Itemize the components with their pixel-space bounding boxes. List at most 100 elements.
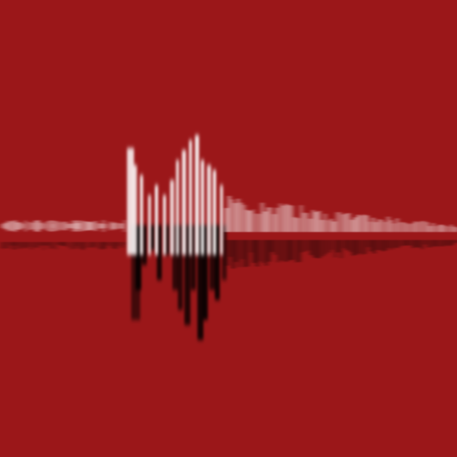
- tail-shadow: [376, 240, 379, 251]
- tail-shadow: [253, 240, 256, 263]
- spike-highlight: [155, 185, 158, 255]
- spike-shadow: [197, 225, 204, 340]
- noise-stroke: [81, 221, 86, 231]
- tail-highlight: [327, 220, 330, 232]
- noise-shadow: [3, 242, 8, 249]
- tail-shadow: [244, 240, 247, 268]
- tail-highlight: [372, 217, 375, 232]
- tail-highlight: [444, 225, 447, 232]
- tail-highlight: [348, 213, 351, 232]
- tail-highlight: [351, 219, 354, 232]
- noise-stroke: [21, 223, 26, 229]
- spike-shadow: [177, 225, 183, 310]
- noise-shadow: [123, 242, 127, 246]
- tail-shadow: [382, 240, 385, 252]
- spike-highlight: [133, 165, 137, 255]
- tail-shadow: [448, 240, 451, 246]
- tail-shadow: [286, 240, 289, 262]
- tail-highlight: [273, 214, 276, 232]
- tail-highlight: [414, 221, 417, 232]
- noise-stroke: [45, 221, 49, 231]
- tail-shadow: [388, 240, 391, 249]
- noise-shadow: [114, 242, 118, 250]
- tail-shadow: [391, 240, 394, 250]
- tail-highlight: [288, 205, 291, 232]
- tail-highlight: [354, 217, 357, 232]
- tail-shadow: [274, 240, 277, 255]
- spike-shadow: [184, 225, 191, 325]
- noise-shadow: [78, 242, 83, 249]
- tail-highlight: [297, 218, 300, 232]
- tail-highlight: [396, 218, 399, 232]
- tail-highlight: [441, 224, 444, 232]
- noise-shadow: [120, 242, 125, 248]
- tail-highlight: [282, 205, 285, 232]
- tail-shadow: [256, 240, 259, 267]
- tail-highlight: [357, 214, 360, 232]
- noise-stroke: [105, 223, 109, 229]
- spike-shadow: [149, 225, 155, 250]
- tail-shadow: [433, 240, 436, 247]
- tail-highlight: [312, 209, 315, 232]
- tail-shadow: [412, 240, 415, 249]
- noise-shadow: [21, 242, 26, 248]
- noise-shadow: [30, 242, 34, 250]
- noise-shadow: [0, 242, 4, 249]
- noise-shadow: [105, 242, 109, 246]
- tail-highlight: [294, 217, 297, 232]
- tail-shadow: [298, 240, 301, 263]
- tail-highlight: [411, 223, 414, 232]
- noise-stroke: [123, 220, 127, 232]
- tail-shadow: [349, 240, 352, 253]
- tail-shadow: [409, 240, 412, 246]
- spike-highlight: [176, 160, 179, 255]
- tail-shadow: [445, 240, 448, 246]
- noise-shadow: [27, 242, 31, 247]
- tail-highlight: [432, 223, 435, 232]
- tail-highlight: [378, 219, 381, 232]
- noise-stroke: [120, 223, 124, 229]
- noise-shadow: [81, 242, 85, 250]
- spike-shadow: [156, 225, 162, 280]
- tail-highlight: [252, 209, 255, 232]
- tail-highlight: [237, 198, 240, 232]
- tail-shadow: [304, 240, 307, 252]
- tail-highlight: [315, 211, 318, 232]
- noise-stroke: [12, 220, 18, 232]
- tail-shadow: [427, 240, 430, 248]
- noise-shadow: [15, 242, 19, 246]
- tail-shadow: [247, 240, 250, 267]
- tail-shadow: [229, 240, 232, 257]
- tail-shadow: [355, 240, 358, 255]
- noise-shadow: [60, 242, 66, 246]
- noise-stroke: [18, 222, 23, 230]
- tail-highlight: [450, 224, 453, 232]
- tail-shadow: [316, 240, 319, 259]
- tail-shadow: [418, 240, 421, 248]
- tail-highlight: [285, 203, 288, 232]
- spike-highlight: [220, 185, 223, 255]
- noise-stroke: [30, 222, 36, 230]
- noise-shadow: [39, 242, 45, 246]
- spike-shadow: [214, 225, 220, 300]
- tail-shadow: [340, 240, 343, 259]
- spike-highlight: [182, 150, 186, 255]
- spike-highlight: [201, 160, 204, 255]
- tail-shadow: [421, 240, 424, 250]
- noise-stroke: [111, 223, 116, 229]
- tail-shadow: [262, 240, 265, 263]
- tail-shadow: [346, 240, 349, 251]
- tail-highlight: [249, 210, 252, 232]
- tail-highlight: [231, 199, 234, 232]
- tail-highlight: [408, 224, 411, 232]
- spike-shadow: [135, 225, 142, 290]
- tail-shadow: [280, 240, 283, 261]
- tail-shadow: [370, 240, 373, 252]
- noise-stroke: [33, 220, 39, 232]
- tail-shadow: [406, 240, 409, 246]
- spike-highlight: [189, 140, 192, 255]
- tail-highlight: [303, 212, 306, 232]
- tail-shadow: [361, 240, 364, 255]
- tail-shadow: [451, 240, 454, 246]
